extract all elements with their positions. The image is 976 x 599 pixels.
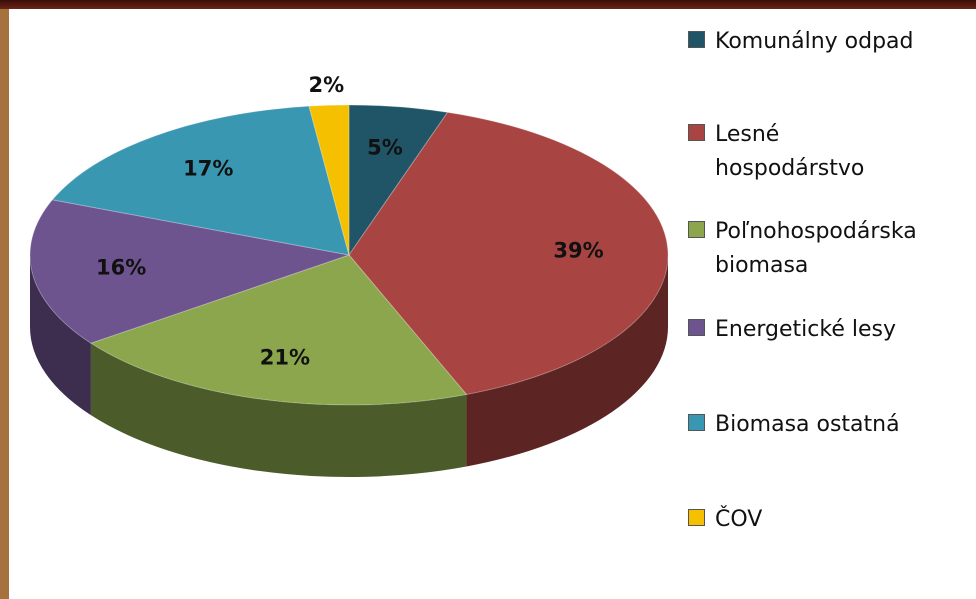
slice [51,105,350,256]
legend-swatch [688,414,705,431]
slice [348,104,449,257]
slice [308,104,350,256]
legend-swatch [688,31,705,48]
legend: Komunálny odpad Lesné hospodárstvo Poľnoho… [688,0,976,599]
data-label: 17% [183,157,233,181]
data-label: 2% [309,73,345,97]
legend-swatch [688,124,705,141]
legend-item: Lesné hospodárstvo [688,118,915,186]
legend-swatch [688,221,705,238]
legend-label: Poľnohospodárska biomasa [715,219,917,278]
legend-label: Komunálny odpad [715,29,914,54]
legend-swatch [688,509,705,526]
slice-side [90,343,467,477]
data-label: 39% [553,239,603,263]
data-label: 16% [96,256,146,280]
slice-side [466,255,668,467]
slice [29,199,351,344]
legend-item: Biomasa ostatná [688,408,965,442]
legend-label: Biomasa ostatná [715,412,900,437]
legend-label: Energetické lesy [715,317,896,342]
legend-item: Energetické lesy [688,313,965,347]
data-label: 21% [260,346,310,370]
left-bar [0,9,9,599]
legend-item: Poľnohospodárska biomasa [688,215,917,283]
top-bar [0,0,976,9]
legend-item: Komunálny odpad [688,25,965,59]
legend-label: ČOV [715,507,763,532]
slice [348,111,669,396]
legend-label: Lesné hospodárstvo [715,122,865,181]
slice-side [30,255,91,416]
data-label: 5% [367,135,403,159]
legend-item: ČOV [688,503,965,537]
legend-swatch [688,319,705,336]
slice [89,254,468,406]
